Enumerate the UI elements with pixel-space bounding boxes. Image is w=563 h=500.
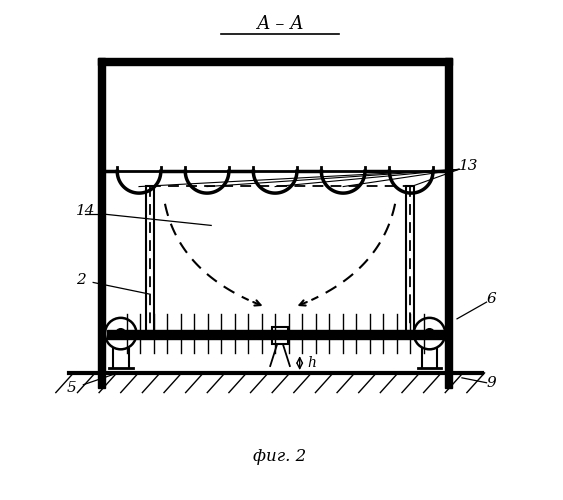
- Text: 13: 13: [459, 160, 479, 173]
- Bar: [107, 330, 443, 338]
- Text: 14: 14: [75, 204, 95, 218]
- Text: А – А: А – А: [256, 15, 304, 33]
- Text: 5: 5: [66, 380, 77, 394]
- Text: h: h: [307, 356, 316, 370]
- Bar: [146, 186, 154, 331]
- Text: 6: 6: [486, 292, 496, 306]
- Circle shape: [116, 328, 126, 338]
- Text: 2: 2: [77, 272, 86, 286]
- Circle shape: [425, 328, 435, 338]
- Bar: [272, 326, 288, 344]
- Bar: [98, 58, 105, 388]
- Text: фиг. 2: фиг. 2: [253, 448, 307, 465]
- Text: 9: 9: [486, 376, 496, 390]
- Bar: [98, 58, 452, 65]
- Bar: [406, 186, 414, 331]
- Bar: [445, 58, 452, 388]
